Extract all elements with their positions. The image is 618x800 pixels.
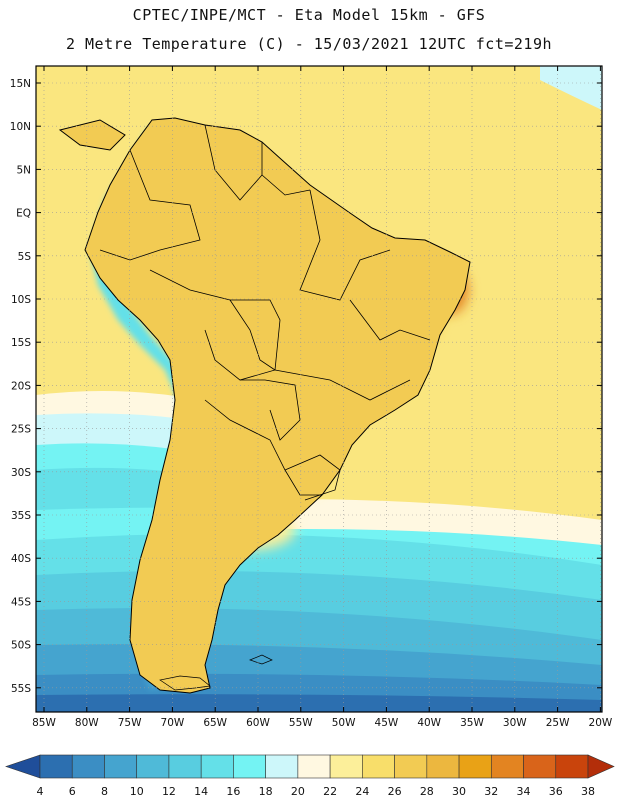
map-title: CPTEC/INPE/MCT - Eta Model 15km - GFS [132,6,486,24]
caribbean-cool-patch [540,66,602,110]
border-argentina [204,399,322,496]
colorbar-swatch [104,754,138,779]
lat-label: 35S [11,510,31,522]
colorbar-label: 26 [388,785,402,798]
border-venezuela [204,124,263,201]
colorbar-swatch [233,754,266,779]
lon-label: 85W [32,717,56,729]
lon-label: 30W [503,717,527,729]
colorbar-swatch [297,754,331,779]
border-colombia [99,149,201,261]
colorbar-swatch [490,754,524,779]
lon-label: 45W [375,717,399,729]
colorbar-arrow-left [5,754,41,779]
colorbar-label: 34 [517,785,531,798]
colorbar-label: 18 [259,785,273,798]
lat-label: 30S [11,467,31,479]
lon-label: 35W [460,717,484,729]
colorbar-swatch [458,754,492,779]
colorbar-label: 10 [130,785,144,798]
colorbar-label: 6 [69,785,76,798]
border-bolivia [204,299,281,381]
lat-label: 15S [11,337,31,349]
colorbar: 4 6 8 10 12 14 16 18 20 22 24 26 28 30 32 34 36 38 [5,754,615,798]
lat-label: 10S [11,294,31,306]
lat-label: 40S [11,553,31,565]
lat-label: 5S [18,251,32,263]
colorbar-swatch [555,754,589,779]
colorbar-label: 32 [484,785,498,798]
lat-label: 45S [11,596,31,608]
lat-label: 25S [11,424,31,436]
colorbar-label: 16 [226,785,240,798]
lon-label: 40W [417,717,441,729]
border-states-east [349,299,431,341]
colorbar-label: 14 [194,785,208,798]
lon-label: 25W [546,717,570,729]
lon-label: 70W [161,717,185,729]
colorbar-label: 4 [37,785,44,798]
south-atlantic-band-22 [230,499,602,545]
colorbar-label: 8 [101,785,108,798]
map-frame [35,65,603,713]
lat-label: 5N [16,164,31,176]
colorbar-swatch [136,754,170,779]
border-paraguay [240,379,301,441]
lat-label: 20S [11,380,31,392]
country-borders [99,124,431,501]
colorbar-label: 24 [355,785,369,798]
colorbar-swatch [39,754,73,779]
lon-label: 20W [589,717,613,729]
colorbar-swatch [523,754,557,779]
lon-label: 60W [246,717,270,729]
colorbar-swatch [265,754,299,779]
longitude-axis: 85W 80W 75W 70W 65W 60W 55W 50W 45W 40W 35W 30W 25W 2… [32,66,613,729]
border-guianas [261,174,311,196]
lat-label: 50S [11,640,31,652]
colorbar-swatch [362,754,395,779]
colorbar-swatch [200,754,234,779]
colorbar-swatch [394,754,428,779]
colorbar-swatch [329,754,363,779]
tierra-del-fuego [159,675,211,691]
colorbar-label: 30 [452,785,466,798]
map-field [36,66,602,712]
south-band-6 [36,694,602,712]
colorbar-swatch [168,754,202,779]
lon-label: 55W [289,717,313,729]
colorbar-label: 28 [420,785,434,798]
colorbar-label: 20 [291,785,305,798]
map-subtitle: 2 Metre Temperature (C) - 15/03/2021 12U… [65,35,553,53]
latitude-axis: 15N 10N 5N EQ 5S 10S 15S 20S 25S 30S 35S 40S 45S 50S 5… [10,78,602,695]
lat-label: 55S [11,683,31,695]
central-america-coast [58,119,126,151]
central-america-land [60,120,125,150]
border-uruguay [284,454,341,501]
lon-label: 80W [75,717,99,729]
border-peru-brazil [149,269,276,371]
colorbar-swatch [71,754,105,779]
colorbar-arrow-right [587,754,615,779]
lon-label: 65W [203,717,227,729]
lon-label: 75W [118,717,142,729]
colorbar-label: 36 [549,785,563,798]
border-states-south [274,369,411,401]
colorbar-label: 12 [162,785,176,798]
colorbar-swatch [426,754,460,779]
lon-label: 50W [332,717,356,729]
lat-label: 15N [10,78,31,90]
border-states-north [299,189,391,301]
lat-label: 10N [10,121,31,133]
colorbar-label: 22 [323,785,337,798]
colorbar-label: 38 [581,785,595,798]
lat-label: EQ [16,208,31,220]
